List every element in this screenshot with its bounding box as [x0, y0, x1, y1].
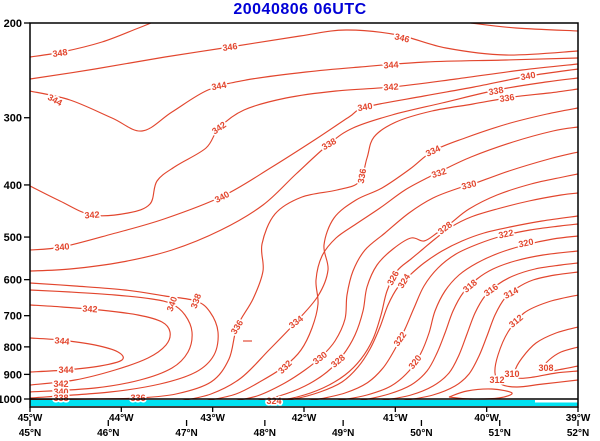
y-axis-pressure: 200 300 400 500 600 700 800 900 1000: [0, 18, 30, 406]
latitude-tick-label: 45°N: [19, 428, 41, 439]
contour-label: 336: [130, 393, 145, 403]
contour-line-344: [30, 337, 124, 373]
contour-line-340: [30, 289, 193, 393]
latitude-tick-label: 48°N: [254, 428, 276, 439]
contour-label: 322: [498, 228, 515, 241]
contour-line-346: [30, 29, 578, 80]
longitude-tick-label: 41°W: [383, 413, 408, 424]
contour-label: 336: [499, 92, 515, 104]
contour-label: 320: [518, 237, 535, 250]
contour-label: 348: [52, 47, 68, 59]
pressure-tick-label: 300: [4, 113, 22, 125]
contour-line-310: [514, 326, 578, 379]
contour-label: 342: [383, 81, 399, 92]
contour-line-316: [381, 262, 578, 400]
contour-label: 308: [538, 363, 553, 373]
latitude-tick-label: 49°N: [332, 428, 354, 439]
contour-line-340: [30, 68, 578, 251]
contour-line-344: [30, 57, 578, 132]
contour-label: 344: [383, 59, 399, 70]
contour-line-318: [359, 250, 578, 400]
contour-label: 310: [504, 369, 519, 379]
chart-title: 20040806 06UTC: [233, 1, 367, 18]
contour-label: 328: [436, 219, 454, 236]
pressure-tick-label: 600: [4, 275, 22, 287]
contour-label: 320: [406, 353, 423, 371]
contour-label: 334: [424, 143, 442, 158]
contour-label: 336: [356, 168, 368, 185]
contour-label: 338: [189, 292, 204, 310]
contour-line-330: [236, 151, 578, 400]
pressure-tick-label: 500: [4, 232, 22, 244]
pressure-tick-label: 1000: [0, 394, 22, 406]
longitude-tick-label: 45°W: [18, 413, 43, 424]
contour-line-348: [30, 23, 152, 58]
contour-label: 332: [430, 166, 447, 180]
contour-lines: [30, 23, 578, 400]
contour-label: 338: [488, 85, 505, 97]
contour-label: 340: [357, 101, 374, 113]
contour-label: 340: [165, 295, 180, 313]
longitude-tick-label: 40°W: [474, 413, 499, 424]
contour-line-326: [277, 192, 578, 400]
x-axis-longitude: 45°W 44°W 43°W 42°W 41°W 40°W 39°W: [18, 407, 591, 424]
surface-band: [30, 400, 578, 406]
contour-label: 330: [460, 178, 477, 191]
pressure-tick-label: 200: [4, 18, 22, 30]
contour-line-348: [470, 23, 578, 32]
contour-label: 340: [213, 189, 231, 205]
contour-label: 346: [222, 41, 238, 53]
latitude-tick-label: 46°N: [97, 428, 119, 439]
contour-label: 340: [53, 387, 68, 397]
pressure-tick-label: 900: [4, 369, 22, 381]
contour-label: 340: [54, 241, 70, 253]
contour-label: 336: [229, 318, 245, 336]
pressure-tick-label: 700: [4, 311, 22, 323]
contour-label: 338: [53, 393, 68, 403]
contour-line-338: [30, 77, 578, 272]
contour-line-342: [30, 304, 171, 386]
contour-labels: 3483463463443443443423423423403403403403…: [44, 30, 555, 408]
contour-label: 324: [266, 396, 281, 406]
contour-label: 312: [489, 375, 504, 385]
contour-label: 344: [54, 335, 70, 347]
contour-label: 344: [58, 365, 73, 375]
latitude-tick-label: 47°N: [175, 428, 197, 439]
longitude-tick-label: 43°W: [200, 413, 225, 424]
latitude-tick-label: 50°N: [410, 428, 432, 439]
contour-line-342: [30, 63, 578, 217]
contour-line-338: [30, 282, 219, 399]
longitude-tick-label: 42°W: [292, 413, 317, 424]
contour-line-324: [283, 215, 578, 400]
surface-band-rect: [30, 400, 578, 406]
pressure-tick-label: 800: [4, 342, 22, 354]
surface-band-step: [535, 400, 578, 403]
contour-label: 340: [520, 70, 537, 82]
x-axis-latitude: 45°N 46°N 47°N 48°N 49°N 50°N 51°N 52°N: [19, 420, 589, 439]
contour-line-320: [337, 235, 578, 400]
contour-line-312: [494, 294, 578, 388]
contour-line-334: [182, 107, 578, 400]
contour-label: 342: [82, 303, 98, 314]
contour-line-328: [257, 173, 578, 400]
latitude-tick-label: 52°N: [567, 428, 589, 439]
contour-line-336: [30, 88, 578, 400]
contour-label: 344: [211, 80, 228, 92]
contour-line-314: [403, 271, 578, 400]
contour-label: 344: [46, 92, 64, 108]
contour-line-314: [448, 388, 513, 400]
contour-label: 342: [53, 379, 68, 389]
pressure-tick-label: 400: [4, 180, 22, 192]
longitude-tick-label: 39°W: [566, 413, 591, 424]
latitude-tick-label: 51°N: [489, 428, 511, 439]
contour-line-308: [543, 346, 578, 372]
contour-label: 346: [393, 31, 410, 44]
contour-label: 342: [84, 209, 100, 220]
contour-label: 322: [392, 330, 409, 348]
longitude-tick-label: 44°W: [109, 413, 134, 424]
contour-line-332: [207, 126, 578, 400]
contour-line-322: [308, 223, 578, 400]
